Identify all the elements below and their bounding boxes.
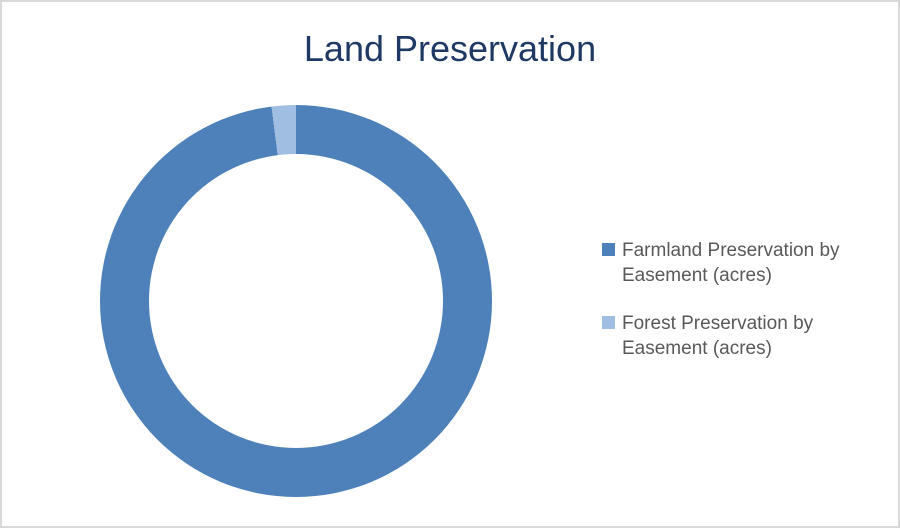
- legend-item-forest: Forest Preservation by Easement (acres): [602, 311, 894, 361]
- legend-swatch-farmland: [602, 243, 615, 256]
- legend: Farmland Preservation by Easement (acres…: [602, 238, 894, 384]
- donut-hole: [149, 154, 443, 448]
- legend-label-forest: Forest Preservation by Easement (acres): [622, 313, 814, 359]
- legend-item-farmland: Farmland Preservation by Easement (acres…: [602, 238, 894, 288]
- donut-chart: [100, 105, 492, 497]
- chart-title: Land Preservation: [303, 28, 597, 69]
- legend-swatch-forest: [602, 316, 615, 329]
- legend-label-farmland: Farmland Preservation by Easement (acres…: [622, 240, 840, 286]
